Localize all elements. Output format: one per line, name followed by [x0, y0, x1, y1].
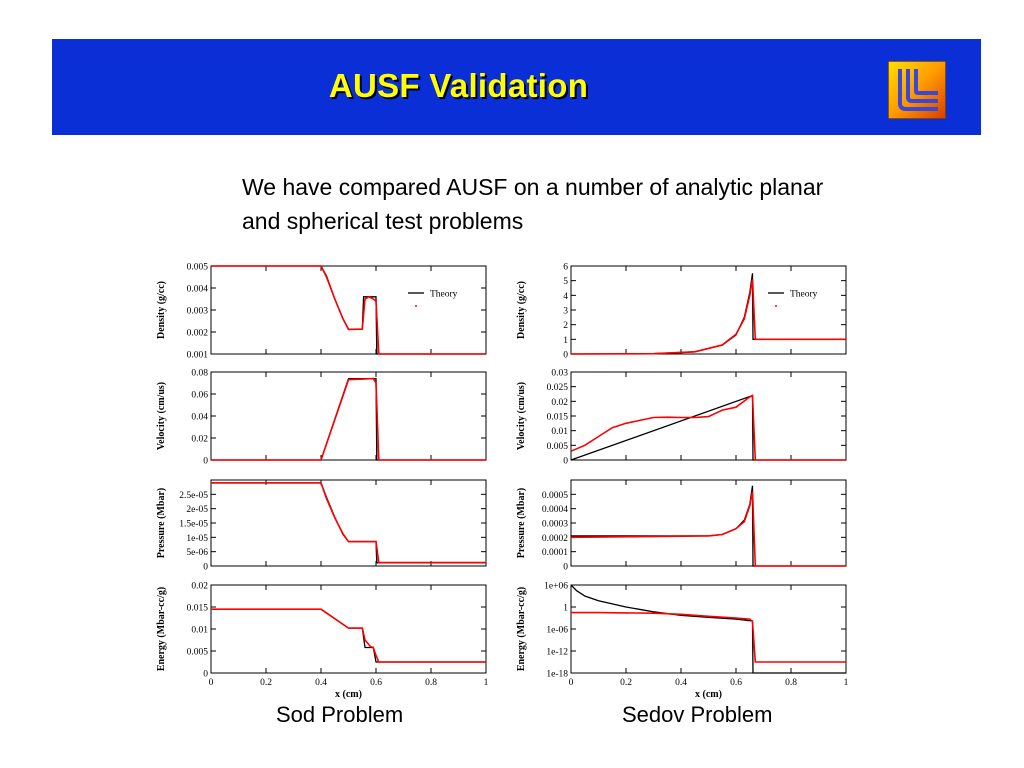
sedov-velocity-ytick-label: 0.025 — [547, 383, 569, 393]
sod-pressure-ytick-label: 1.5e-05 — [179, 520, 208, 530]
sedov-velocity-ytick-label: 0 — [563, 457, 568, 467]
sedov-density-ytick-label: 6 — [563, 263, 568, 273]
sedov-energy-xtick-label: 0.2 — [620, 678, 632, 688]
sedov-pressure-ytick-label: 0 — [563, 563, 568, 573]
sod-pressure-series-simulation — [211, 482, 486, 564]
sod-energy-frame — [210, 584, 487, 674]
sedov-pressure-ytick-label: 0.0001 — [542, 548, 568, 558]
sod-density-legend-label-theory: Theory — [430, 290, 458, 300]
sedov-pressure-frame — [570, 479, 847, 567]
sedov-density-ytick-label: 1 — [563, 336, 568, 346]
sedov-density-frame — [570, 265, 847, 355]
sedov-pressure-series-simulation — [570, 491, 846, 567]
sod-energy-xtick-label: 0.4 — [315, 678, 327, 688]
sod-pressure-frame — [210, 479, 487, 567]
sedov-density-ytick-label: 0 — [563, 351, 568, 361]
sedov-pressure-ytick-label: 0.0003 — [542, 520, 568, 530]
sedov-energy-xtick-label: 0.8 — [785, 678, 797, 688]
sedov-density-ytick-label: 4 — [563, 292, 568, 302]
sod-density-series-simulation — [211, 265, 486, 355]
sedov-density-ylabel: Density (g/cc) — [516, 281, 527, 339]
sedov-caption: Sedov Problem — [622, 702, 773, 727]
sod-velocity-ytick-label: 0 — [203, 457, 208, 467]
sedov-velocity-ytick-label: 0.01 — [551, 427, 568, 437]
sod-energy-ylabel: Energy (Mbar-cc/g) — [156, 587, 167, 671]
sedov-energy-xtick-label: 0.6 — [730, 678, 742, 688]
sedov-density-ytick-label: 3 — [563, 307, 568, 317]
sod-energy-xtick-label: 0 — [209, 678, 214, 688]
sod-pressure-ytick-label: 5e-06 — [186, 548, 208, 558]
sod-density-ylabel: Density (g/cc) — [156, 281, 167, 339]
sedov-velocity-ylabel: Velocity (cm/us) — [516, 382, 527, 450]
slide-title: AUSF Validation — [52, 67, 981, 105]
sedov-energy-ylabel: Energy (Mbar-cc/g) — [516, 587, 527, 671]
sedov-pressure-ytick-label: 0.0005 — [542, 491, 568, 501]
intro-text: We have compared AUSF on a number of ana… — [242, 174, 824, 234]
sod-velocity-frame — [210, 371, 487, 461]
sod-energy-series-simulation — [211, 608, 486, 663]
sod-velocity-ytick-label: 0.04 — [191, 413, 208, 423]
sedov-energy-frame — [570, 584, 847, 674]
sod-energy-xtick-label: 0.2 — [260, 678, 272, 688]
sedov-energy-xtick-label: 0.4 — [675, 678, 687, 688]
sedov-velocity-ytick-label: 0.02 — [551, 398, 568, 408]
sod-density-ytick-label: 0.005 — [187, 263, 209, 273]
sedov-energy-xlabel: x (cm) — [695, 689, 722, 700]
sedov-density-ytick-label: 5 — [563, 277, 568, 287]
sod-energy-xtick-label: 0.6 — [370, 678, 382, 688]
sod-energy-ytick-label: 0.01 — [191, 626, 208, 636]
sod-caption: Sod Problem — [276, 702, 404, 727]
sedov-energy-ytick-label: 1e-12 — [546, 648, 568, 658]
sod-velocity-series-simulation — [211, 377, 486, 461]
sedov-energy-ytick-label: 1e+06 — [544, 582, 568, 592]
slide-title-text: AUSF Validation — [328, 67, 589, 104]
sod-energy-ytick-label: 0.02 — [191, 582, 208, 592]
sod-velocity-ytick-label: 0.02 — [191, 435, 208, 445]
sod-density-legend-swatch-simulation — [415, 305, 417, 307]
sedov-velocity-ytick-label: 0.03 — [551, 369, 568, 379]
sod-density-ytick-label: 0.003 — [187, 307, 209, 317]
sod-energy-xlabel: x (cm) — [335, 689, 362, 700]
sod-density-ytick-label: 0.002 — [187, 329, 209, 339]
sod-velocity-ytick-label: 0.08 — [191, 369, 208, 379]
sedov-density-series-simulation — [570, 279, 846, 355]
llnl-logo-icon — [888, 61, 946, 119]
sod-energy-xtick-label: 0.8 — [425, 678, 437, 688]
sod-density-ytick-label: 0.004 — [187, 285, 209, 295]
sedov-density-legend-label-theory: Theory — [790, 290, 818, 300]
title-banner: AUSF Validation — [52, 39, 981, 135]
sod-energy-ytick-label: 0.015 — [187, 604, 209, 614]
sedov-velocity-ytick-label: 0.005 — [547, 442, 569, 452]
sod-density-ytick-label: 0.001 — [187, 351, 209, 361]
sedov-pressure-ytick-label: 0.0002 — [542, 534, 568, 544]
sod-energy-ytick-label: 0 — [203, 670, 208, 680]
sod-velocity-ytick-label: 0.06 — [191, 391, 208, 401]
sedov-density-legend-swatch-simulation — [775, 305, 777, 307]
sedov-energy-ytick-label: 1 — [563, 604, 568, 614]
sod-pressure-ylabel: Pressure (Mbar) — [156, 488, 167, 558]
sod-density-frame — [210, 265, 487, 355]
sedov-velocity-ytick-label: 0.015 — [547, 413, 569, 423]
sedov-pressure-ylabel: Pressure (Mbar) — [516, 488, 527, 558]
sedov-density-ytick-label: 2 — [563, 321, 568, 331]
sod-energy-xtick-label: 1 — [484, 678, 489, 688]
sod-pressure-ytick-label: 1e-05 — [186, 534, 208, 544]
sedov-energy-ytick-label: 1e-18 — [546, 670, 568, 680]
sod-velocity-ylabel: Velocity (cm/us) — [156, 382, 167, 450]
sod-pressure-ytick-label: 2.5e-05 — [179, 491, 208, 501]
sedov-pressure-ytick-label: 0.0004 — [542, 505, 568, 515]
sod-pressure-ytick-label: 0 — [203, 563, 208, 573]
sedov-energy-xtick-label: 0 — [569, 678, 574, 688]
sedov-energy-xtick-label: 1 — [844, 678, 849, 688]
sod-pressure-ytick-label: 2e-05 — [186, 505, 208, 515]
sod-energy-ytick-label: 0.005 — [187, 648, 209, 658]
sedov-energy-ytick-label: 1e-06 — [546, 626, 568, 636]
sedov-energy-series-simulation — [571, 611, 846, 663]
sedov-velocity-series-simulation — [570, 394, 846, 461]
